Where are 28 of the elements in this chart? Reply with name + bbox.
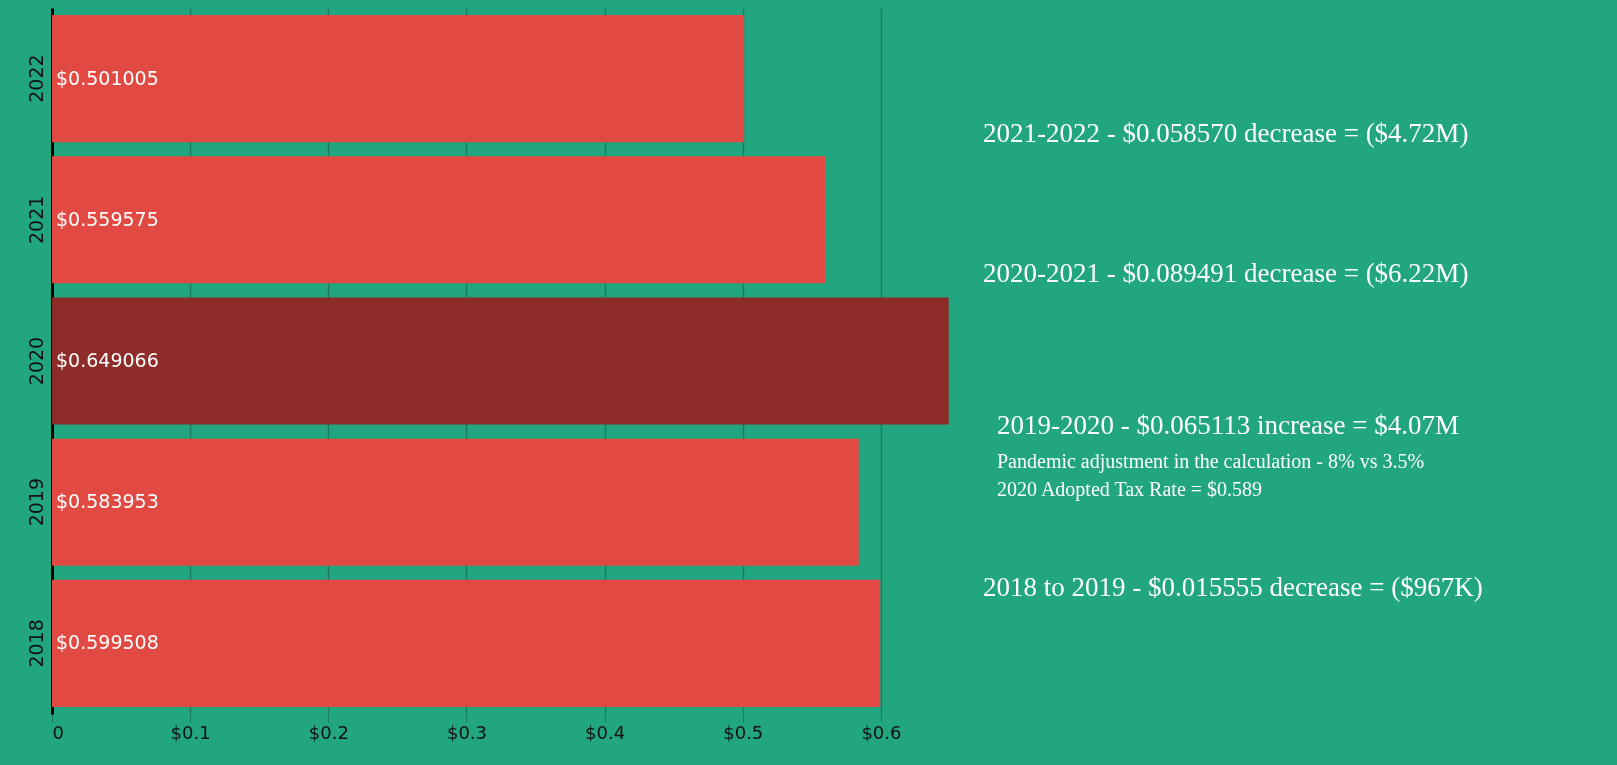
y-tick-label: 2020 bbox=[24, 336, 47, 386]
data-label: $0.583953 bbox=[56, 490, 159, 513]
x-tick-label: $0.6 bbox=[861, 721, 902, 743]
bar bbox=[52, 579, 881, 707]
x-tick-label: $0.5 bbox=[723, 721, 764, 743]
text: 2018 to 2019 - $0.015555 decrease = ($967K) bbox=[983, 572, 1483, 603]
text: 2021-2022 - $0.058570 decrease = ($4.72M) bbox=[983, 118, 1469, 149]
text: Pandemic adjustment in the calculation - 8% vs 3.5% bbox=[997, 450, 1425, 473]
x-tick-label: $0.3 bbox=[446, 721, 487, 743]
text: 2019-2020 - $0.065113 increase = $4.07M bbox=[997, 410, 1459, 441]
y-tick-label: 2021 bbox=[24, 195, 47, 244]
bar bbox=[52, 15, 745, 143]
text: 2020 Adopted Tax Rate = $0.589 bbox=[997, 478, 1263, 501]
data-label: $0.501005 bbox=[56, 66, 159, 89]
y-tick-label: 2022 bbox=[24, 54, 47, 103]
data-label: $0.559575 bbox=[56, 207, 159, 230]
x-tick-label: 0 bbox=[52, 721, 64, 743]
x-tick-label: $0.4 bbox=[585, 721, 626, 743]
y-tick-label: 2018 bbox=[24, 619, 47, 668]
bar bbox=[52, 297, 949, 425]
x-tick-label: $0.1 bbox=[170, 721, 211, 743]
text: 2020-2021 - $0.089491 decrease = ($6.22M) bbox=[983, 258, 1469, 289]
bar bbox=[52, 156, 826, 284]
data-label: $0.599508 bbox=[56, 631, 159, 654]
data-label: $0.649066 bbox=[56, 349, 159, 371]
bar bbox=[52, 438, 859, 566]
y-tick-label: 2019 bbox=[24, 478, 47, 527]
x-tick-label: $0.2 bbox=[308, 721, 349, 743]
